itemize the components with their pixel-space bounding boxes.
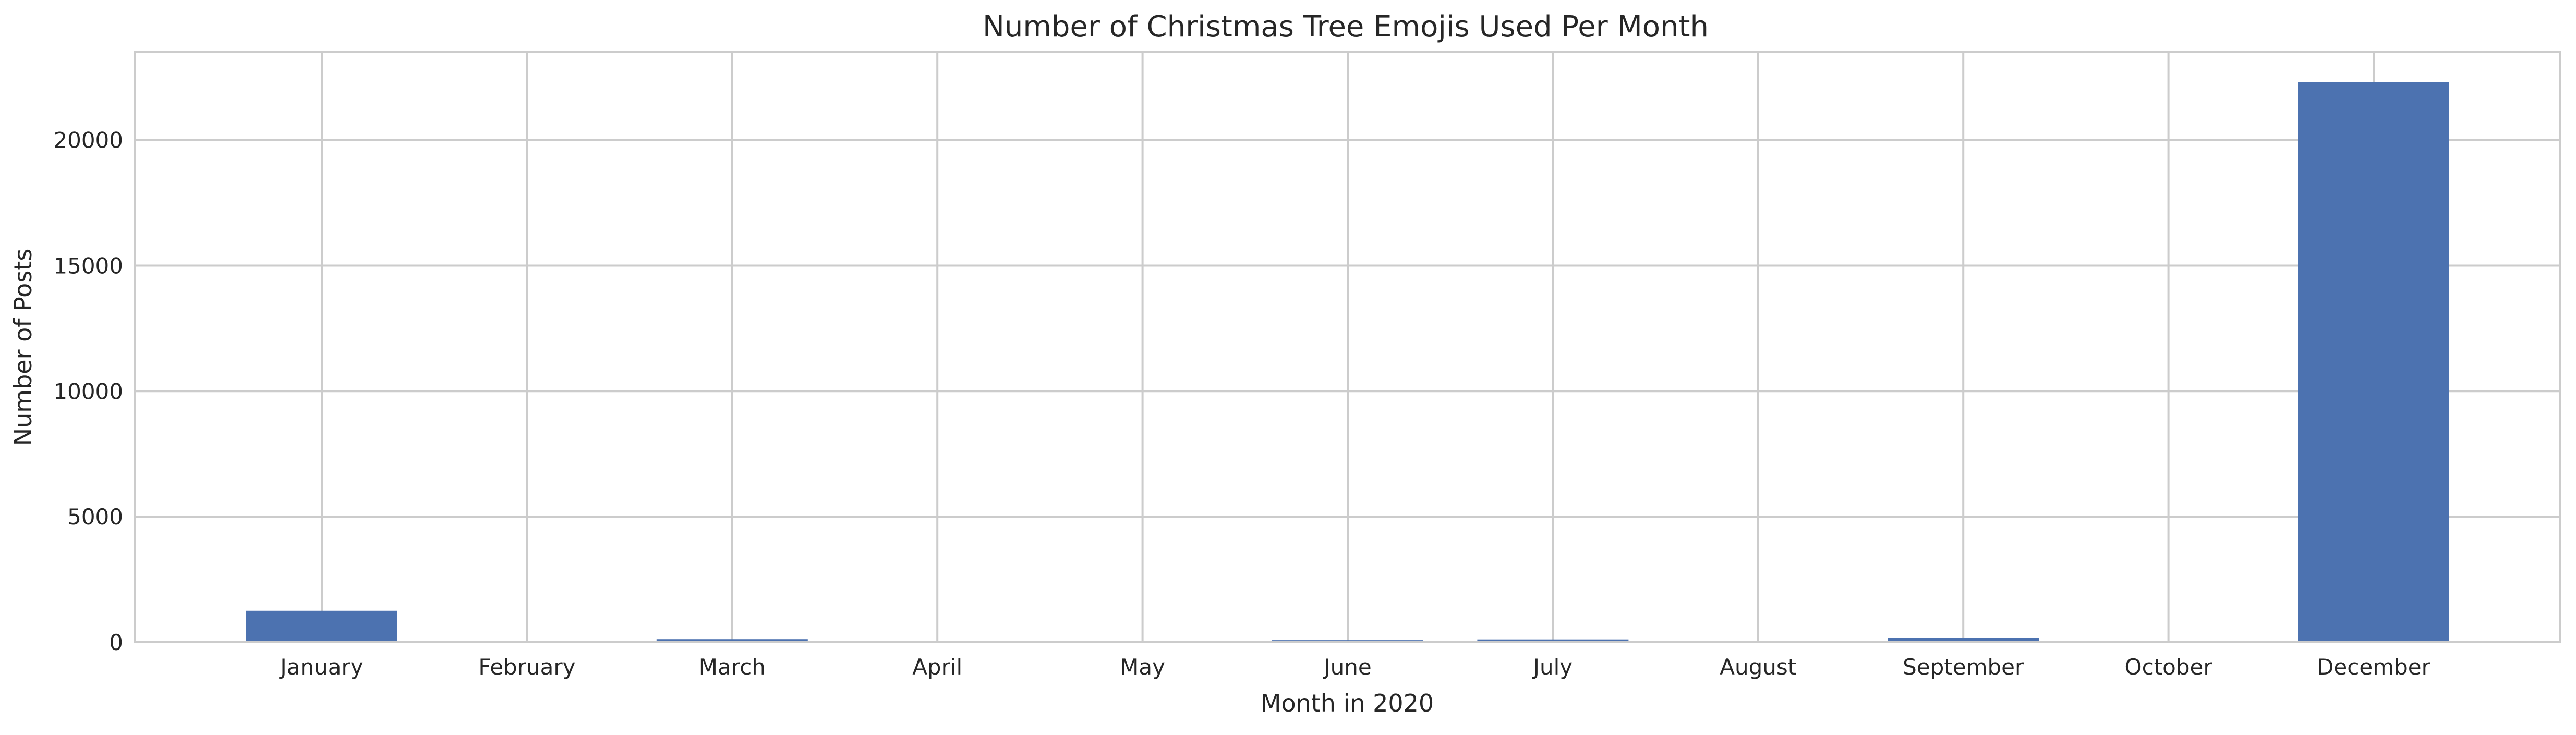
y-tick-label: 10000: [53, 378, 123, 404]
bar-july: [1477, 639, 1629, 642]
x-tick-label: July: [1532, 654, 1573, 680]
grid-lines: [135, 52, 2560, 643]
y-tick-labels: 0 5000 10000 15000 20000: [53, 128, 123, 655]
plot-area-frame: [134, 51, 2561, 643]
y-tick-label: 5000: [67, 504, 123, 530]
x-tick-label: February: [478, 654, 575, 680]
x-tick-label: March: [699, 654, 766, 680]
x-tick-label: August: [1720, 654, 1796, 680]
x-tick-label: June: [1322, 654, 1371, 680]
y-axis-label: Number of Posts: [9, 249, 37, 446]
y-tick-label: 20000: [53, 128, 123, 153]
x-tick-label: May: [1120, 654, 1165, 680]
x-tick-label: December: [2317, 654, 2431, 680]
bar-december: [2298, 82, 2449, 643]
x-tick-label: October: [2125, 654, 2213, 680]
bars: [246, 82, 2449, 643]
y-tick-label: 0: [109, 630, 123, 655]
chart-title: Number of Christmas Tree Emojis Used Per…: [983, 10, 1709, 44]
bar-january: [246, 610, 397, 642]
x-tick-labels: January February March April May June July Augu…: [279, 654, 2430, 680]
x-tick-label: January: [279, 654, 363, 680]
x-axis-label: Month in 2020: [1261, 689, 1434, 717]
x-tick-label: April: [912, 654, 962, 680]
bar-september: [1888, 638, 2039, 642]
bar-march: [656, 639, 808, 642]
y-tick-label: 15000: [53, 253, 123, 278]
x-tick-label: September: [1903, 654, 2024, 680]
